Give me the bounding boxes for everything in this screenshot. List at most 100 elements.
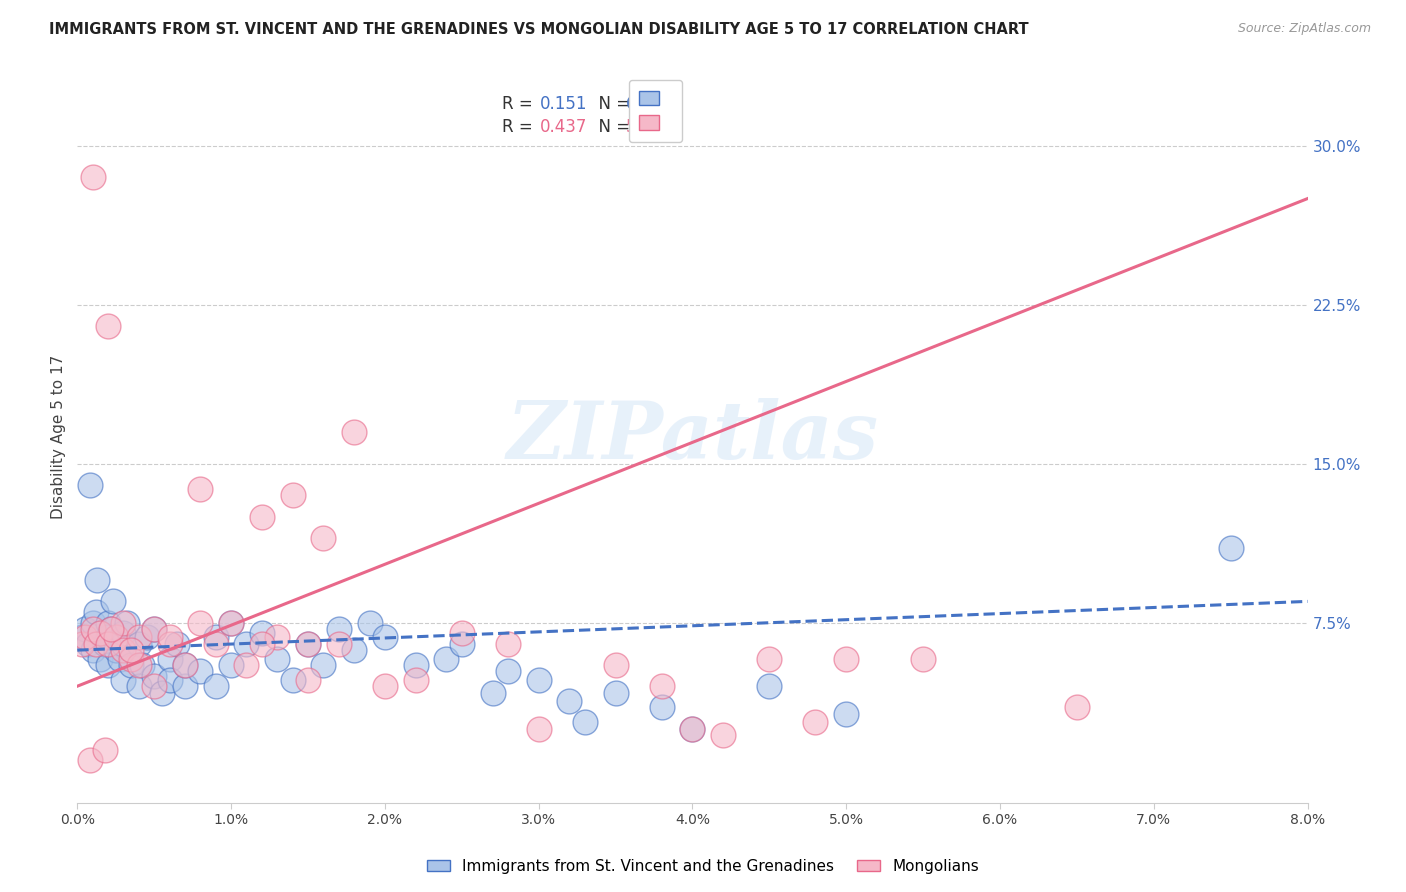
Point (100, 622, 122, 636)
Point (143, 622, 166, 636)
Point (135, 631, 157, 645)
Point (204, 631, 226, 645)
Point (651, 700, 673, 714)
Legend: , : , (628, 79, 682, 143)
Point (143, 622, 166, 636)
Point (143, 679, 166, 693)
Point (496, 637, 519, 651)
Point (159, 673, 181, 687)
Point (97, 637, 120, 651)
Point (70, 631, 93, 645)
Point (374, 679, 396, 693)
Point (343, 425, 366, 439)
Point (100, 622, 122, 636)
Point (558, 694, 581, 708)
Text: R =: R = (502, 95, 537, 112)
Point (112, 637, 135, 651)
Point (112, 626, 135, 640)
Point (190, 665, 212, 679)
Point (166, 637, 188, 651)
Point (1066, 700, 1088, 714)
Point (112, 643, 135, 657)
Text: 51: 51 (626, 118, 647, 136)
Point (758, 679, 780, 693)
Point (250, 509, 273, 524)
Point (328, 622, 350, 636)
Text: ZIPatlas: ZIPatlas (506, 399, 879, 475)
Point (86, 573, 108, 587)
Point (159, 637, 181, 651)
Point (115, 615, 138, 630)
Point (174, 679, 197, 693)
Point (281, 488, 304, 502)
Point (101, 594, 124, 608)
Point (912, 651, 935, 665)
Point (281, 673, 304, 687)
Point (112, 673, 135, 687)
Text: 64: 64 (626, 95, 647, 112)
Point (235, 637, 257, 651)
Text: 0.437: 0.437 (540, 118, 588, 136)
Text: R =: R = (502, 118, 537, 136)
Point (405, 658, 427, 673)
Point (450, 626, 472, 640)
Point (527, 673, 550, 687)
Point (128, 631, 150, 645)
Point (128, 637, 150, 651)
Point (73, 631, 96, 645)
Point (94, 743, 117, 757)
Point (159, 651, 181, 665)
Point (328, 637, 350, 651)
Point (574, 715, 596, 730)
Point (312, 531, 335, 545)
Point (89, 626, 111, 640)
Point (150, 685, 173, 699)
Point (97, 615, 120, 630)
Point (204, 679, 226, 693)
Point (131, 658, 153, 673)
Point (711, 728, 734, 742)
Point (297, 673, 319, 687)
Point (112, 615, 135, 630)
Point (159, 631, 181, 645)
Point (297, 637, 319, 651)
Point (110, 651, 132, 665)
Point (128, 658, 150, 673)
Point (835, 706, 858, 721)
Point (120, 658, 142, 673)
Point (97, 318, 120, 333)
Point (651, 679, 673, 693)
Point (297, 637, 319, 651)
Point (79, 477, 101, 491)
Point (82, 615, 104, 630)
Point (104, 643, 127, 657)
Point (97, 631, 120, 645)
Text: IMMIGRANTS FROM ST. VINCENT AND THE GRENADINES VS MONGOLIAN DISABILITY AGE 5 TO : IMMIGRANTS FROM ST. VINCENT AND THE GREN… (49, 22, 1029, 37)
Point (120, 643, 142, 657)
Point (266, 651, 288, 665)
Point (450, 637, 472, 651)
Point (250, 626, 273, 640)
Point (835, 651, 858, 665)
Point (82, 622, 104, 636)
Point (77, 637, 100, 651)
Point (359, 615, 381, 630)
Point (174, 658, 197, 673)
Point (94, 637, 117, 651)
Point (1219, 541, 1241, 556)
Point (527, 722, 550, 736)
Point (84, 605, 107, 619)
Point (804, 715, 827, 730)
Point (758, 651, 780, 665)
Point (219, 658, 242, 673)
Text: Source: ZipAtlas.com: Source: ZipAtlas.com (1237, 22, 1371, 36)
Point (235, 658, 257, 673)
Point (481, 685, 503, 699)
Point (682, 722, 704, 736)
Point (374, 631, 396, 645)
Point (97, 658, 120, 673)
Point (82, 170, 104, 185)
Point (682, 722, 704, 736)
Text: 0.151: 0.151 (540, 95, 588, 112)
Point (89, 651, 111, 665)
